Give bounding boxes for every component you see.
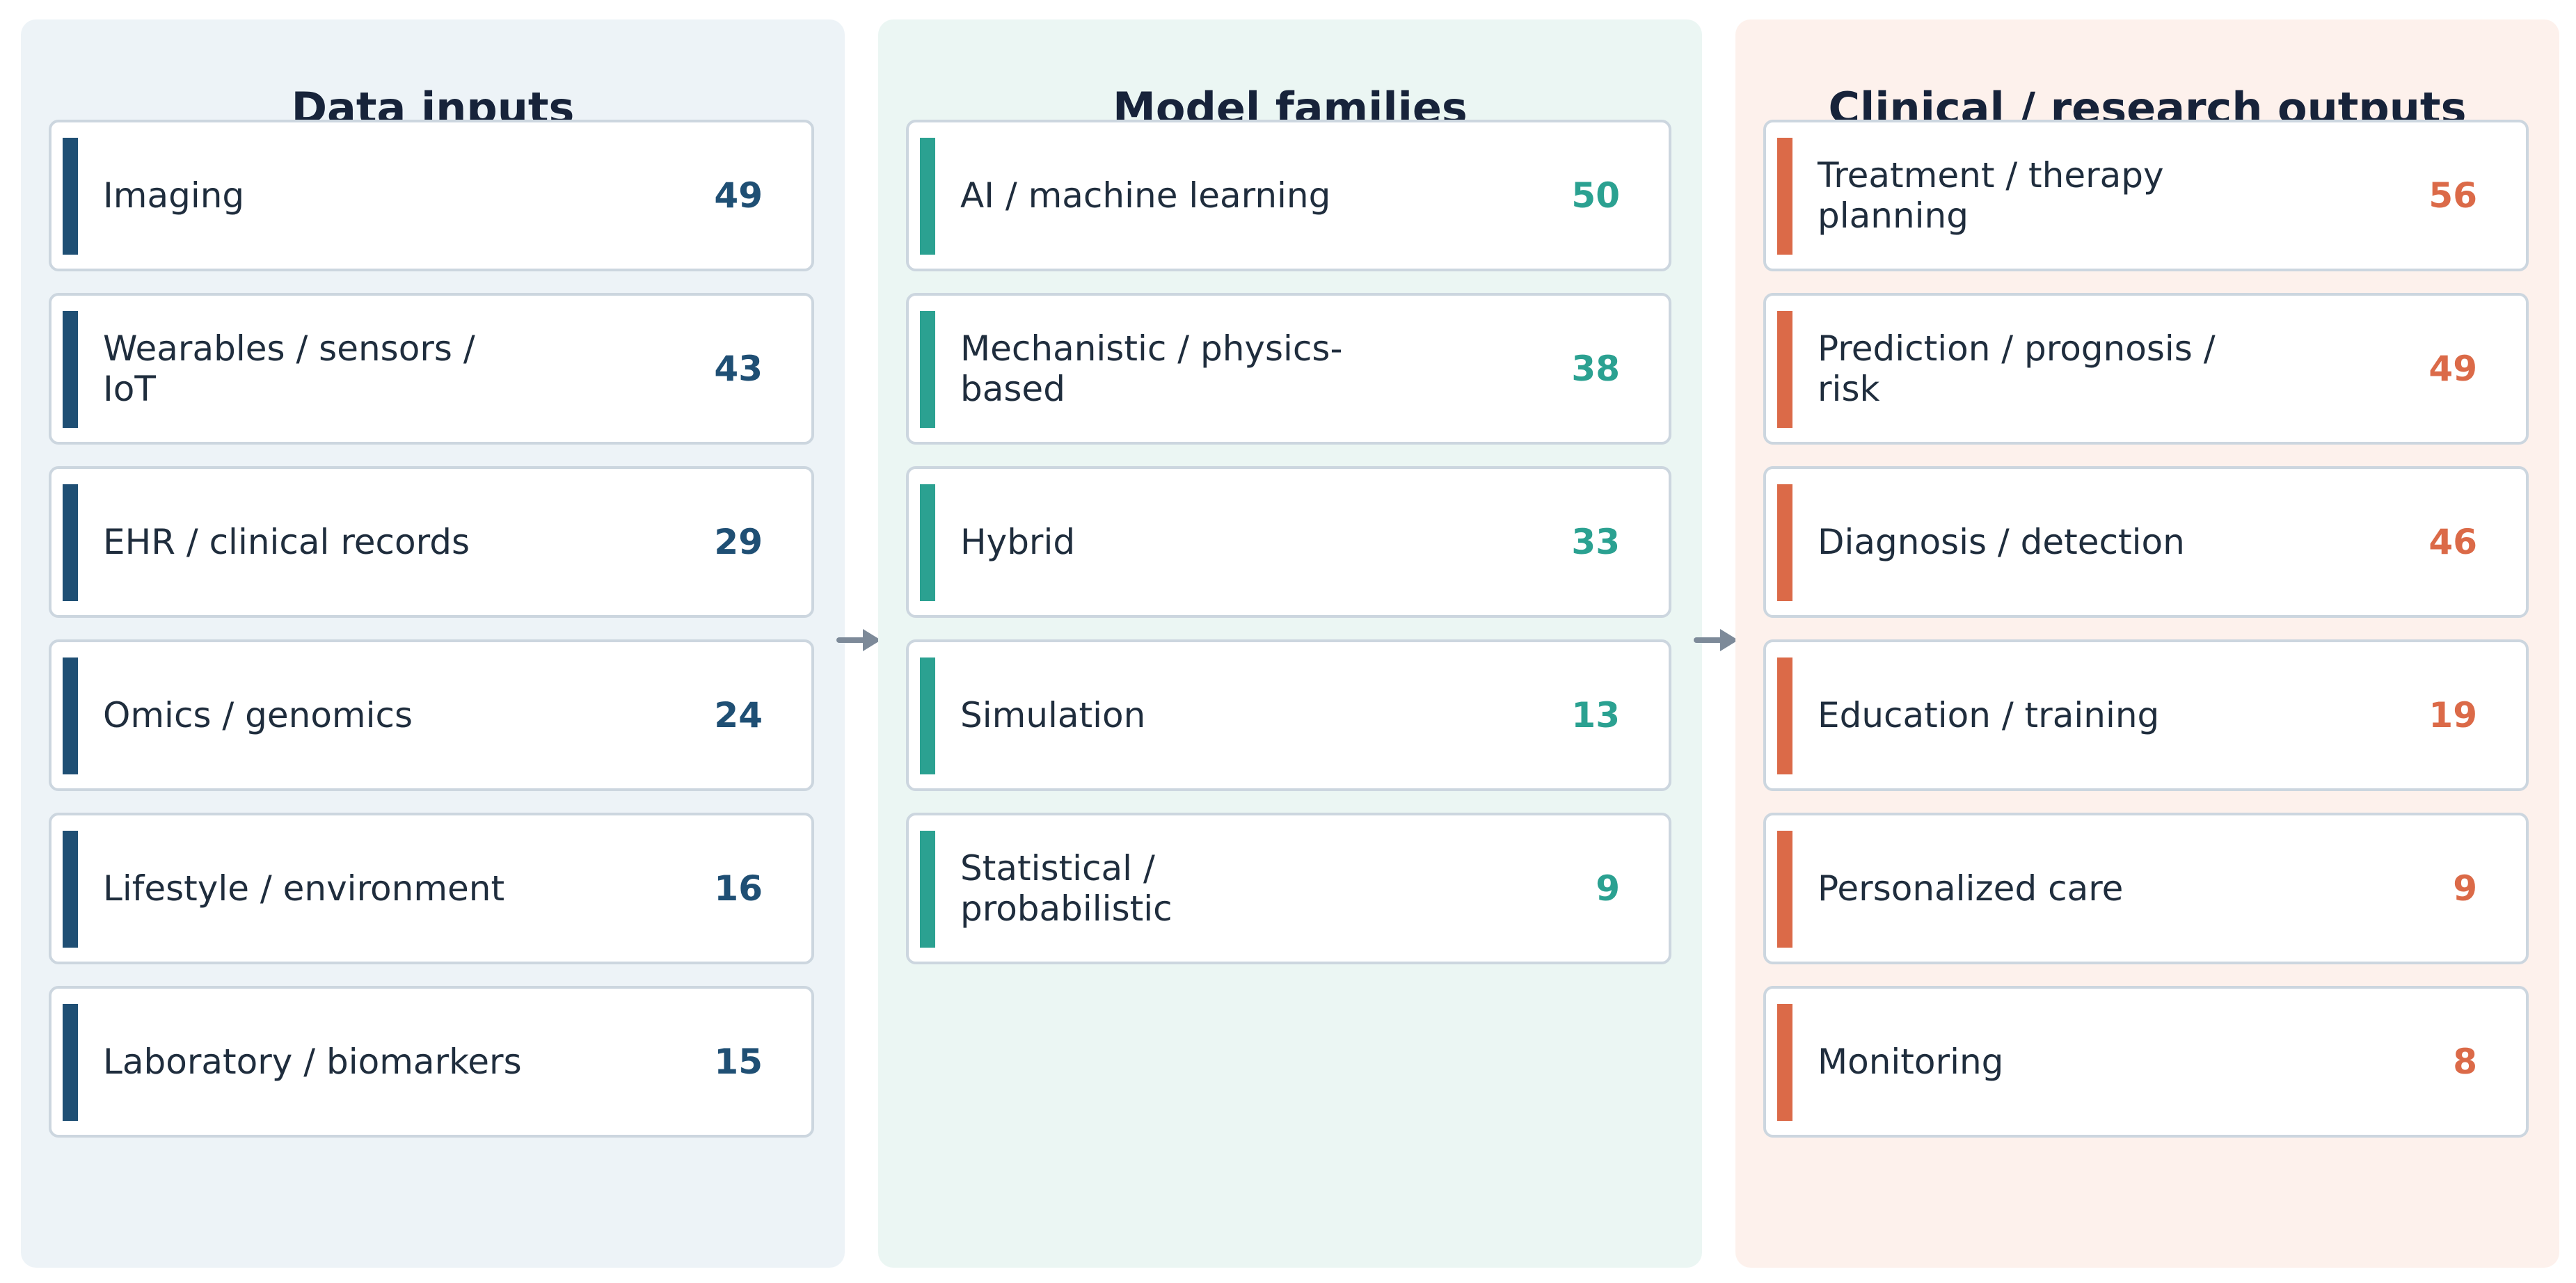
right-arrow-icon xyxy=(1694,629,1738,651)
card-count: 24 xyxy=(714,695,763,735)
accent-bar xyxy=(63,1004,78,1121)
card-count: 49 xyxy=(714,175,763,216)
accent-bar xyxy=(63,138,78,255)
clinical-outputs-panel: Clinical / research outputs Treatment / … xyxy=(1735,19,2559,1268)
card-label: Mechanistic / physics-based xyxy=(960,328,1343,409)
card-count: 9 xyxy=(2453,868,2477,909)
card-label: Monitoring xyxy=(1818,1042,2004,1082)
card-label: Prediction / prognosis / risk xyxy=(1818,328,2216,409)
accent-bar xyxy=(920,484,935,601)
accent-bar xyxy=(63,658,78,774)
input-card-lifestyle: Lifestyle / environment 16 xyxy=(49,813,814,964)
card-count: 49 xyxy=(2428,349,2477,389)
card-count: 16 xyxy=(714,868,763,909)
model-card-ai-ml: AI / machine learning 50 xyxy=(906,120,1671,271)
output-card-education: Education / training 19 xyxy=(1763,639,2529,791)
card-label: Diagnosis / detection xyxy=(1818,522,2185,562)
model-families-panel: Model families AI / machine learning 50 … xyxy=(878,19,1702,1268)
card-label: Imaging xyxy=(103,175,245,216)
output-card-diagnosis: Diagnosis / detection 46 xyxy=(1763,466,2529,618)
accent-bar xyxy=(63,311,78,428)
output-card-treatment: Treatment / therapy planning 56 xyxy=(1763,120,2529,271)
output-card-prediction: Prediction / prognosis / risk 49 xyxy=(1763,293,2529,445)
accent-bar xyxy=(920,138,935,255)
card-label: Hybrid xyxy=(960,522,1076,562)
card-count: 50 xyxy=(1571,175,1620,216)
accent-bar xyxy=(1777,484,1792,601)
card-count: 38 xyxy=(1571,349,1620,389)
accent-bar xyxy=(920,831,935,948)
model-card-mechanistic: Mechanistic / physics-based 38 xyxy=(906,293,1671,445)
card-label: Omics / genomics xyxy=(103,695,413,735)
model-card-simulation: Simulation 13 xyxy=(906,639,1671,791)
card-count: 56 xyxy=(2428,175,2477,216)
card-count: 13 xyxy=(1571,695,1620,735)
accent-bar xyxy=(63,484,78,601)
card-count: 33 xyxy=(1571,522,1620,562)
input-card-omics: Omics / genomics 24 xyxy=(49,639,814,791)
accent-bar xyxy=(63,831,78,948)
card-count: 15 xyxy=(714,1042,763,1082)
data-inputs-panel: Data inputs Imaging 49 Wearables / senso… xyxy=(21,19,845,1268)
accent-bar xyxy=(920,658,935,774)
model-card-hybrid: Hybrid 33 xyxy=(906,466,1671,618)
input-card-imaging: Imaging 49 xyxy=(49,120,814,271)
card-label: Personalized care xyxy=(1818,868,2124,909)
card-count: 46 xyxy=(2428,522,2477,562)
accent-bar xyxy=(1777,1004,1792,1121)
accent-bar xyxy=(1777,831,1792,948)
card-count: 43 xyxy=(714,349,763,389)
card-label: EHR / clinical records xyxy=(103,522,470,562)
model-card-statistical: Statistical / probabilistic 9 xyxy=(906,813,1671,964)
accent-bar xyxy=(1777,658,1792,774)
card-label: Treatment / therapy planning xyxy=(1818,155,2164,236)
input-card-ehr: EHR / clinical records 29 xyxy=(49,466,814,618)
card-label: AI / machine learning xyxy=(960,175,1331,216)
card-count: 8 xyxy=(2453,1042,2477,1082)
card-label: Wearables / sensors / IoT xyxy=(103,328,475,409)
output-card-personalized: Personalized care 9 xyxy=(1763,813,2529,964)
card-label: Statistical / probabilistic xyxy=(960,848,1172,929)
card-label: Education / training xyxy=(1818,695,2160,735)
card-count: 19 xyxy=(2428,695,2477,735)
input-card-laboratory: Laboratory / biomarkers 15 xyxy=(49,986,814,1138)
right-arrow-icon xyxy=(836,629,881,651)
card-count: 9 xyxy=(1596,868,1620,909)
card-label: Lifestyle / environment xyxy=(103,868,505,909)
accent-bar xyxy=(1777,138,1792,255)
card-label: Simulation xyxy=(960,695,1146,735)
accent-bar xyxy=(920,311,935,428)
accent-bar xyxy=(1777,311,1792,428)
card-count: 29 xyxy=(714,522,763,562)
output-card-monitoring: Monitoring 8 xyxy=(1763,986,2529,1138)
card-label: Laboratory / biomarkers xyxy=(103,1042,522,1082)
input-card-wearables: Wearables / sensors / IoT 43 xyxy=(49,293,814,445)
